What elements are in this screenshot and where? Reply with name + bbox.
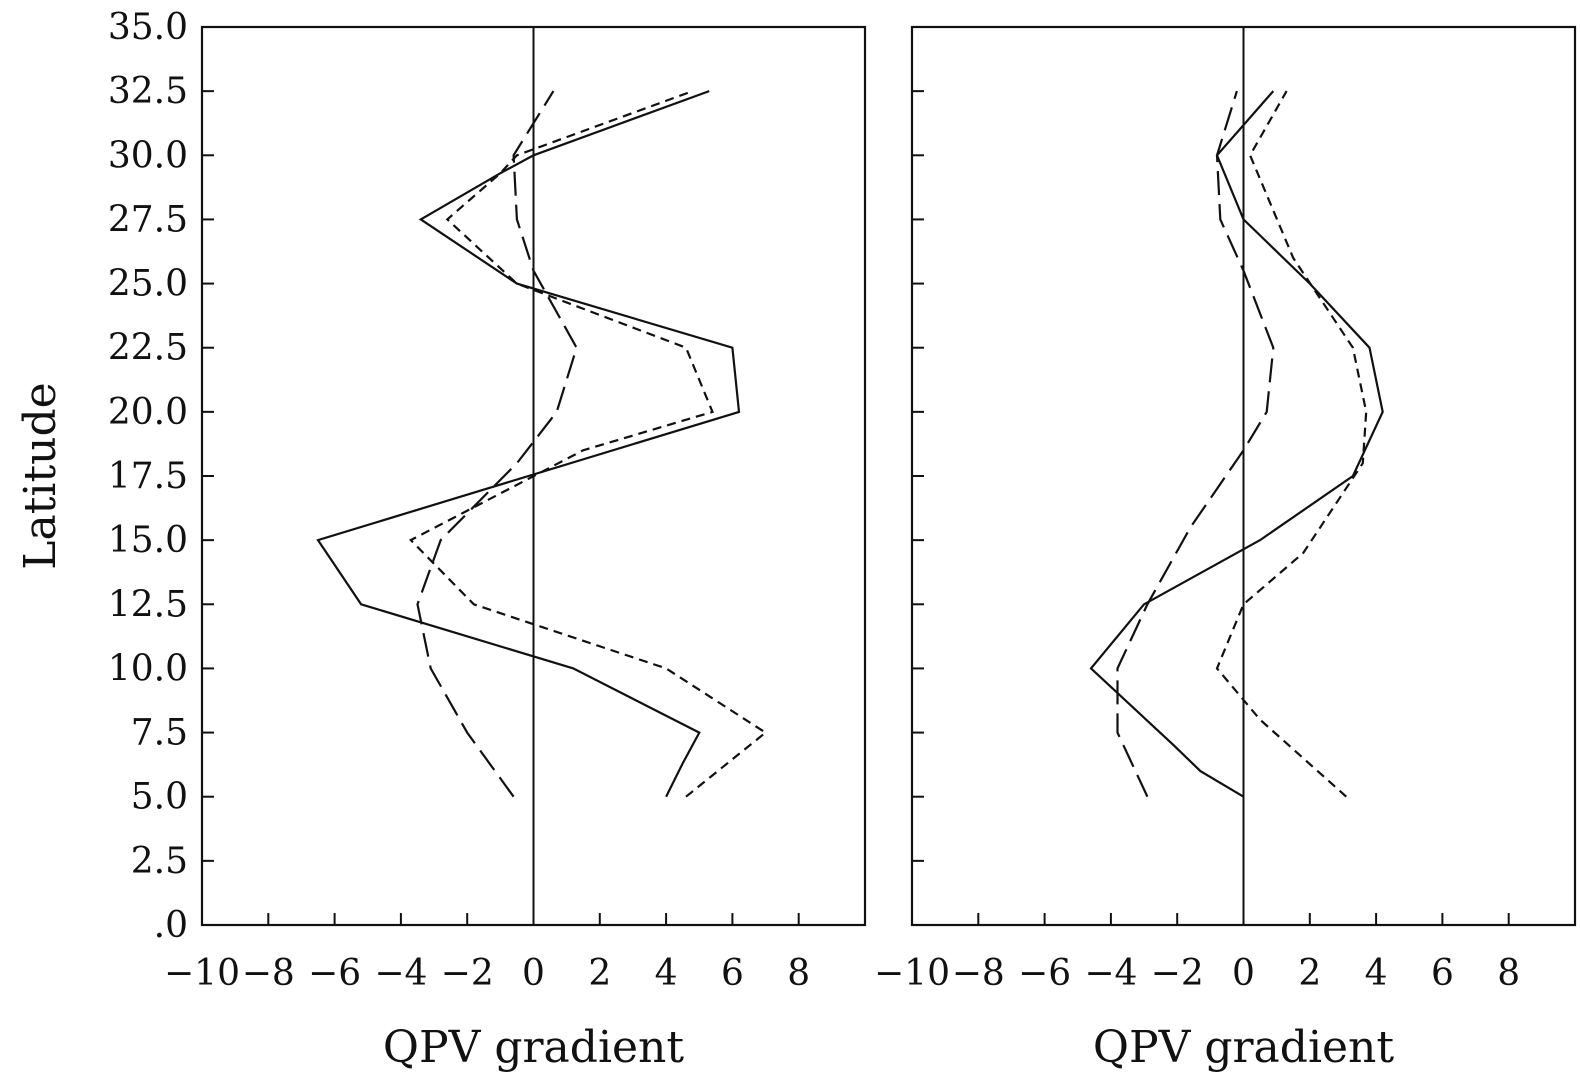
series-line-long-dash — [416, 90, 578, 798]
x-tick-label: 8 — [1497, 953, 1520, 994]
x-tick-label: −8 — [242, 953, 295, 994]
series-line-short-dash — [408, 90, 768, 798]
y-tick-label: 35.0 — [108, 7, 188, 48]
x-tick-label: −10 — [874, 953, 950, 994]
series-line-solid — [1089, 90, 1384, 798]
x-tick-label: −2 — [441, 953, 494, 994]
y-tick-label: 15.0 — [108, 520, 188, 561]
x-tick-label: 6 — [1431, 953, 1454, 994]
y-tick-label: 27.5 — [108, 199, 188, 240]
x-tick-label: 4 — [655, 953, 678, 994]
chart-panel-2: −10 −8 −6 −4 −2 0 2 4 6 8 QPV gradient — [874, 25, 1577, 1073]
y-axis-title: Latitude — [15, 382, 66, 569]
x-tick-label: −8 — [952, 953, 1005, 994]
series-line-long-dash — [1116, 90, 1275, 798]
series-line-solid — [316, 90, 741, 798]
y-tick-label: .0 — [154, 905, 188, 946]
y-tick-label: 32.5 — [108, 71, 188, 112]
x-tick-label: −6 — [308, 953, 361, 994]
x-tick-label: −2 — [1151, 953, 1204, 994]
x-tick-label: 8 — [787, 953, 810, 994]
x-tick-label: −10 — [164, 953, 240, 994]
x-tick-label: 6 — [721, 953, 744, 994]
y-tick-label: 25.0 — [108, 264, 188, 305]
x-axis-title: QPV gradient — [383, 1022, 684, 1073]
x-tick-label: −4 — [1084, 953, 1137, 994]
x-tick-label: 4 — [1365, 953, 1388, 994]
y-tick-label: 30.0 — [108, 135, 188, 176]
y-tick-label: 22.5 — [108, 328, 188, 369]
y-tick-label: 20.0 — [108, 392, 188, 433]
y-tick-label: 12.5 — [108, 584, 188, 625]
x-tick-label: −6 — [1018, 953, 1071, 994]
series-line-short-dash — [1215, 90, 1368, 798]
x-axis-title: QPV gradient — [1093, 1022, 1394, 1073]
y-tick-label: 2.5 — [131, 841, 188, 882]
x-tick-label: 0 — [522, 953, 545, 994]
x-tick-label: 2 — [1298, 953, 1321, 994]
y-tick-label: 10.0 — [108, 648, 188, 689]
x-tick-label: 0 — [1232, 953, 1255, 994]
y-tick-label: 7.5 — [131, 713, 188, 754]
chart-panel-1: −10 −8 −6 −4 −2 0 2 4 6 8 .0 2.5 5.0 7.5 10.0 12.5 15.0 1… — [15, 7, 867, 1073]
x-tick-label: 2 — [588, 953, 611, 994]
y-tick-label: 5.0 — [131, 777, 188, 818]
y-tick-label: 17.5 — [108, 456, 188, 497]
x-tick-label: −4 — [374, 953, 427, 994]
